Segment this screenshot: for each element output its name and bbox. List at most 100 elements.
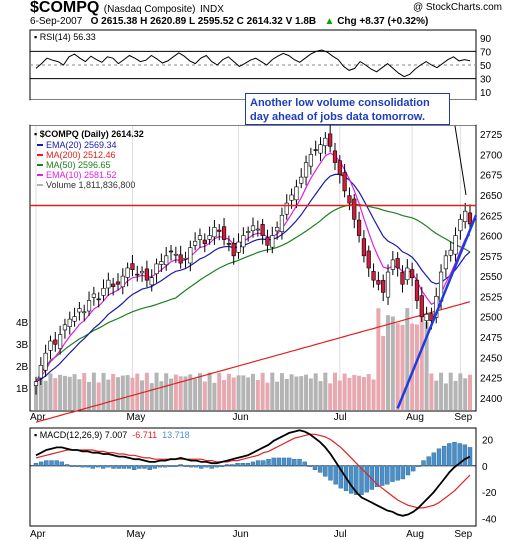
volume-bar <box>265 382 270 410</box>
candle-body <box>77 308 82 313</box>
candle-body <box>342 172 347 192</box>
macd-histogram-bar <box>245 462 251 467</box>
volume-bar <box>58 374 63 410</box>
macd-histogram-bar <box>111 465 116 469</box>
volume-bar <box>188 374 193 410</box>
candle-body <box>130 263 135 270</box>
candle-body <box>347 195 352 204</box>
ema20-line <box>35 173 471 383</box>
macd-histogram-bar <box>441 445 447 467</box>
volume-tick-label: 2B <box>16 362 29 373</box>
macd-x-tick-label: Jul <box>334 529 347 540</box>
macd-histogram-bar <box>297 459 302 467</box>
candle-body <box>366 250 371 269</box>
macd-histogram-bar <box>240 462 245 467</box>
volume-bar <box>48 373 53 410</box>
macd-histogram-bar <box>317 465 323 473</box>
macd-histogram-bar <box>100 465 106 469</box>
volume-bar <box>376 308 381 410</box>
volume-bar <box>183 376 188 410</box>
volume-bar <box>443 383 448 410</box>
candle-body <box>231 243 236 257</box>
candle-body <box>458 219 463 232</box>
macd-histogram-bar <box>312 465 318 470</box>
volume-bar <box>410 323 415 410</box>
macd-histogram-bar <box>162 465 168 468</box>
macd-x-tick-label: Apr <box>30 529 46 540</box>
candle-body <box>173 253 178 256</box>
candle-body <box>164 255 169 266</box>
index-name: (Nasdaq Composite) <box>103 4 196 15</box>
candle-body <box>53 339 58 345</box>
volume-bar <box>270 372 275 410</box>
macd-histogram-bar <box>410 465 416 472</box>
macd-histogram-bar <box>116 465 121 469</box>
candle-body <box>400 272 405 285</box>
price-tick-label: 2400 <box>480 394 503 405</box>
rsi-tick-label: 30 <box>480 75 492 86</box>
candle-body <box>385 271 391 298</box>
macd-histogram-bar <box>436 448 442 467</box>
volume-bar <box>294 376 299 410</box>
volume-bar <box>395 323 400 410</box>
annotation-arrow <box>454 125 467 196</box>
macd-x-tick-label: May <box>126 529 145 540</box>
volume-tick-label: 1B <box>16 384 29 395</box>
macd-tick-label: 20 <box>482 436 494 447</box>
volume-bar <box>332 372 337 410</box>
candle-body <box>33 381 39 386</box>
candle-body <box>463 210 468 222</box>
macd-histogram-bar <box>204 465 209 468</box>
candle-body <box>159 261 164 265</box>
macd-histogram-bar <box>333 465 338 485</box>
rsi-line <box>35 49 471 78</box>
macd-panel <box>29 427 477 527</box>
volume-bar <box>400 324 405 410</box>
price-tick-label: 2425 <box>480 374 503 385</box>
volume-bar <box>328 383 333 410</box>
macd-legend-entry: ▪ MACD(12,26,9) 7.007 <box>34 430 127 440</box>
macd-histogram-bar <box>230 464 235 467</box>
volume-bar <box>414 324 419 410</box>
macd-histogram-bar <box>255 460 261 467</box>
macd-histogram-bar <box>292 459 297 467</box>
candle-body <box>212 227 217 238</box>
candle-body <box>323 137 328 147</box>
volume-bar <box>347 377 352 410</box>
macd-histogram-bar <box>137 465 142 469</box>
macd-histogram-bar <box>390 465 395 482</box>
rsi-layer: 90 70 50 30 10 ▪ RSI(14) 56.33 <box>30 32 492 99</box>
candle-body <box>115 281 121 285</box>
price-title: ▪ $COMPQ (Daily) 2614.32 <box>34 129 144 139</box>
macd-histogram-bar <box>457 443 462 467</box>
volume-bar <box>34 383 38 410</box>
volume-bar <box>91 372 96 410</box>
macd-histogram-bar <box>168 465 173 468</box>
candle-body <box>395 258 400 269</box>
macd-histogram-bar <box>323 465 328 477</box>
volume-bar <box>429 373 434 410</box>
macd-histogram-bar <box>416 465 421 468</box>
macd-tick-label: 0 <box>482 462 488 473</box>
candle-body <box>154 263 159 275</box>
macd-histogram-bar <box>147 465 152 470</box>
candle-body <box>318 144 323 154</box>
volume-bar <box>308 378 313 410</box>
macd-signal-line <box>35 433 471 509</box>
volume-bar <box>304 374 309 410</box>
volume-bar <box>439 372 444 410</box>
volume-bar <box>140 380 145 410</box>
macd-histogram-bar <box>33 462 39 467</box>
x-tick-label: Jun <box>233 412 249 423</box>
macd-histogram-bar <box>178 464 183 467</box>
candle-body <box>410 269 415 279</box>
volume-bar <box>115 377 120 410</box>
macd-x-tick-label: Jun <box>233 529 249 540</box>
volume-bar <box>77 379 82 410</box>
macd-tick-label: -20 <box>482 488 497 499</box>
candle-body <box>448 249 453 256</box>
candle-body <box>443 255 448 270</box>
macd-histogram-bar <box>426 456 431 467</box>
volume-bar <box>62 375 67 410</box>
chart-annotation: Another low volume consolidation day ahe… <box>245 93 450 125</box>
